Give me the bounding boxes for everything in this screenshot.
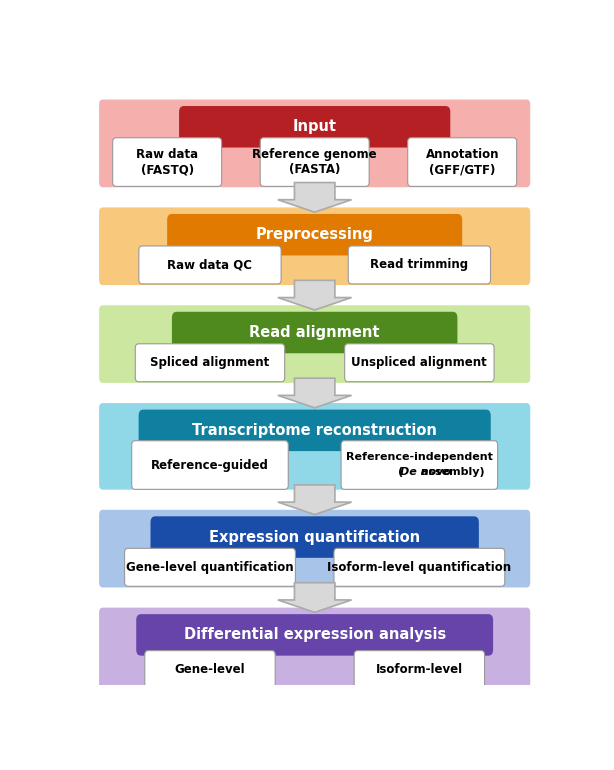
Text: Gene-level: Gene-level xyxy=(174,663,246,676)
Text: Raw data
(FASTQ): Raw data (FASTQ) xyxy=(136,148,198,176)
Text: Differential expression analysis: Differential expression analysis xyxy=(184,628,446,642)
Text: Isoform-level: Isoform-level xyxy=(376,663,463,676)
Text: assembly): assembly) xyxy=(417,467,484,477)
FancyBboxPatch shape xyxy=(334,548,505,586)
FancyBboxPatch shape xyxy=(260,138,369,186)
FancyBboxPatch shape xyxy=(99,207,530,285)
Text: Expression quantification: Expression quantification xyxy=(209,530,420,544)
FancyBboxPatch shape xyxy=(135,343,285,382)
Text: Isoform-level quantification: Isoform-level quantification xyxy=(327,561,511,574)
Text: (: ( xyxy=(398,467,403,477)
Text: Read alignment: Read alignment xyxy=(249,325,380,340)
FancyBboxPatch shape xyxy=(167,214,462,256)
FancyBboxPatch shape xyxy=(125,548,295,586)
FancyBboxPatch shape xyxy=(341,440,497,490)
Text: Preprocessing: Preprocessing xyxy=(256,227,373,243)
FancyBboxPatch shape xyxy=(179,106,450,148)
Polygon shape xyxy=(278,280,352,310)
Text: De novo: De novo xyxy=(400,467,451,477)
FancyBboxPatch shape xyxy=(99,99,530,187)
Text: Unspliced alignment: Unspliced alignment xyxy=(351,357,488,370)
Text: Reference genome
(FASTA): Reference genome (FASTA) xyxy=(252,148,377,176)
FancyBboxPatch shape xyxy=(344,343,494,382)
FancyBboxPatch shape xyxy=(348,246,491,284)
FancyBboxPatch shape xyxy=(99,305,530,383)
FancyBboxPatch shape xyxy=(139,246,281,284)
FancyBboxPatch shape xyxy=(145,651,275,688)
Text: Spliced alignment: Spliced alignment xyxy=(150,357,270,370)
FancyBboxPatch shape xyxy=(113,138,222,186)
Polygon shape xyxy=(278,182,352,213)
FancyBboxPatch shape xyxy=(354,651,484,688)
FancyBboxPatch shape xyxy=(99,403,530,490)
FancyBboxPatch shape xyxy=(99,608,530,695)
Text: Annotation
(GFF/GTF): Annotation (GFF/GTF) xyxy=(426,148,499,176)
Text: Gene-level quantification: Gene-level quantification xyxy=(126,561,294,574)
FancyBboxPatch shape xyxy=(172,312,457,353)
Text: Reference-independent: Reference-independent xyxy=(346,452,493,462)
FancyBboxPatch shape xyxy=(132,440,288,490)
FancyBboxPatch shape xyxy=(408,138,516,186)
FancyBboxPatch shape xyxy=(99,510,530,588)
Text: Read trimming: Read trimming xyxy=(370,259,468,272)
FancyBboxPatch shape xyxy=(139,410,491,451)
Text: Input: Input xyxy=(293,119,336,134)
Polygon shape xyxy=(278,378,352,408)
Text: Raw data QC: Raw data QC xyxy=(168,259,252,272)
FancyBboxPatch shape xyxy=(136,614,493,656)
FancyBboxPatch shape xyxy=(150,517,479,557)
Text: Transcriptome reconstruction: Transcriptome reconstruction xyxy=(192,423,437,438)
Polygon shape xyxy=(278,583,352,612)
Polygon shape xyxy=(278,485,352,514)
Text: Reference-guided: Reference-guided xyxy=(151,459,269,471)
